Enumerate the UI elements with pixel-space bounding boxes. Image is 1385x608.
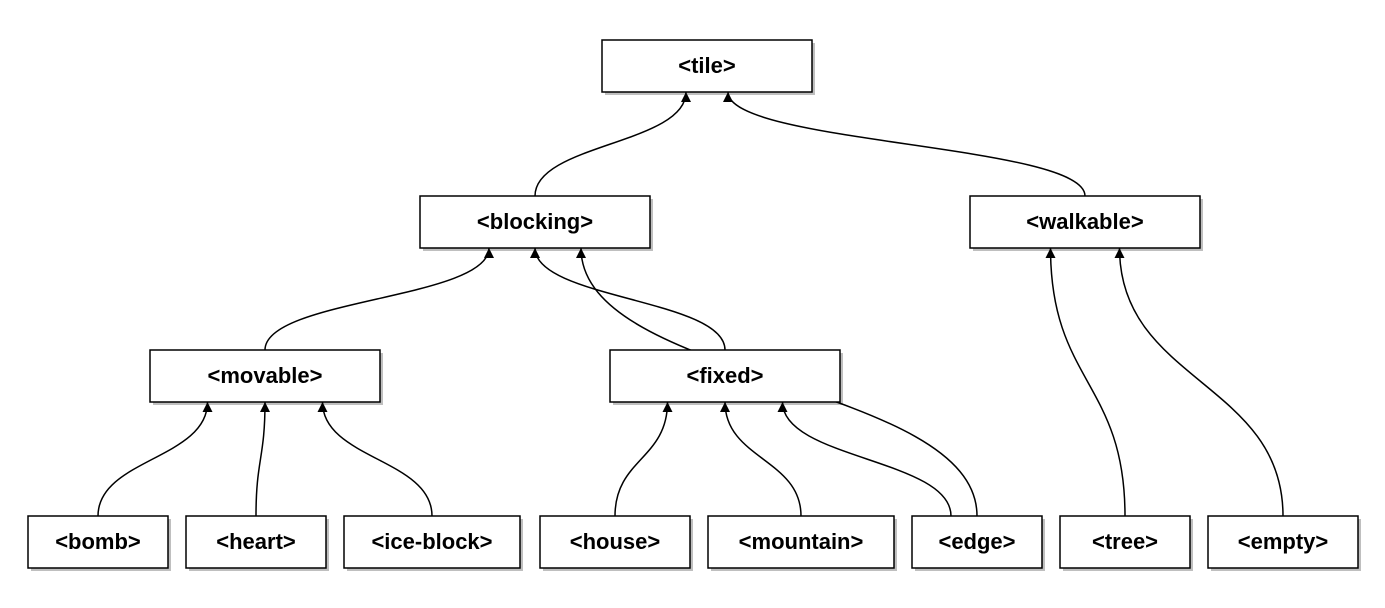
node-label-fixed: <fixed> (686, 363, 763, 388)
edge-mountain-to-fixed (725, 402, 801, 516)
node-heart: <heart> (186, 516, 329, 571)
node-house: <house> (540, 516, 693, 571)
node-label-ice-block: <ice-block> (371, 529, 492, 554)
node-label-house: <house> (570, 529, 660, 554)
node-ice-block: <ice-block> (344, 516, 523, 571)
node-walkable: <walkable> (970, 196, 1203, 251)
node-label-empty: <empty> (1238, 529, 1329, 554)
edge-ice-block-to-movable (323, 402, 433, 516)
edge-heart-to-movable (256, 402, 265, 516)
edge-walkable-to-tile (728, 92, 1085, 196)
node-label-walkable: <walkable> (1026, 209, 1143, 234)
node-label-mountain: <mountain> (739, 529, 864, 554)
edge-house-to-fixed (615, 402, 668, 516)
node-label-blocking: <blocking> (477, 209, 593, 234)
edge-edge-to-fixed (783, 402, 952, 516)
node-label-tile: <tile> (678, 53, 735, 78)
node-movable: <movable> (150, 350, 383, 405)
node-label-heart: <heart> (216, 529, 296, 554)
node-bomb: <bomb> (28, 516, 171, 571)
hierarchy-diagram: <tile> <blocking> <walkable> <movable> <fixe… (0, 0, 1385, 608)
edge-bomb-to-movable (98, 402, 208, 516)
edge-tree-to-walkable (1051, 248, 1126, 516)
node-tile: <tile> (602, 40, 815, 95)
node-mountain: <mountain> (708, 516, 897, 571)
node-label-tree: <tree> (1092, 529, 1158, 554)
node-blocking: <blocking> (420, 196, 653, 251)
node-label-bomb: <bomb> (55, 529, 141, 554)
node-label-edge: <edge> (938, 529, 1015, 554)
node-fixed: <fixed> (610, 350, 843, 405)
edge-blocking-to-tile (535, 92, 686, 196)
node-tree: <tree> (1060, 516, 1193, 571)
edge-fixed-to-blocking (535, 248, 725, 350)
edge-movable-to-blocking (265, 248, 489, 350)
edge-empty-to-walkable (1120, 248, 1284, 516)
node-edge: <edge> (912, 516, 1045, 571)
node-empty: <empty> (1208, 516, 1361, 571)
node-label-movable: <movable> (208, 363, 323, 388)
